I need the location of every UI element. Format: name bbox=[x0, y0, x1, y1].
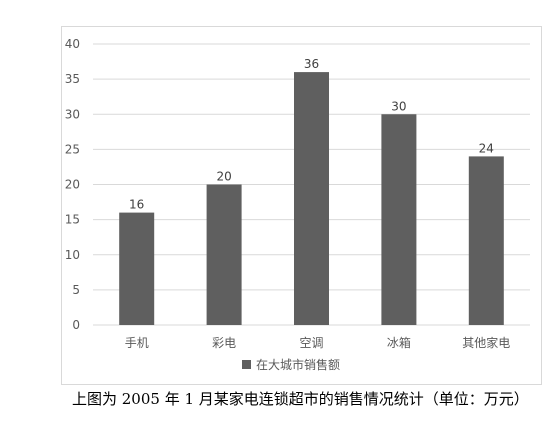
bars bbox=[119, 72, 504, 325]
y-tick-label: 10 bbox=[65, 248, 80, 262]
y-tick-label: 30 bbox=[65, 107, 80, 121]
y-tick-label: 20 bbox=[65, 178, 80, 192]
legend: 在大城市销售额 bbox=[242, 357, 340, 372]
y-tick-label: 25 bbox=[65, 142, 80, 156]
data-label: 36 bbox=[304, 57, 319, 71]
data-labels: 16 20 36 30 24 bbox=[129, 57, 494, 212]
y-tick-label: 15 bbox=[65, 213, 80, 227]
x-axis-categories: 手机 彩电 空调 冰箱 其他家电 bbox=[125, 335, 511, 350]
bar bbox=[294, 72, 329, 325]
x-category-label: 冰箱 bbox=[387, 335, 411, 350]
bar bbox=[206, 184, 242, 325]
y-tick-label: 35 bbox=[65, 72, 80, 86]
y-axis-ticks: 0 5 10 15 20 25 30 35 40 bbox=[65, 37, 80, 332]
x-category-label: 彩电 bbox=[212, 336, 236, 350]
legend-swatch bbox=[242, 360, 251, 369]
x-category-label: 空调 bbox=[299, 336, 323, 350]
data-label: 30 bbox=[391, 99, 406, 113]
y-tick-label: 5 bbox=[72, 283, 80, 297]
y-tick-label: 40 bbox=[65, 37, 80, 51]
data-label: 24 bbox=[479, 141, 494, 155]
legend-label: 在大城市销售额 bbox=[256, 357, 340, 372]
y-tick-label: 0 bbox=[72, 318, 80, 332]
bar bbox=[468, 156, 504, 325]
chart-caption: 上图为 2005 年 1 月某家电连锁超市的销售情况统计（单位：万元） bbox=[72, 390, 529, 408]
x-category-label: 手机 bbox=[125, 336, 149, 350]
bar bbox=[119, 212, 155, 325]
x-category-label: 其他家电 bbox=[462, 335, 510, 350]
bar bbox=[381, 114, 417, 325]
data-label: 16 bbox=[129, 198, 144, 212]
data-label: 20 bbox=[216, 170, 231, 184]
